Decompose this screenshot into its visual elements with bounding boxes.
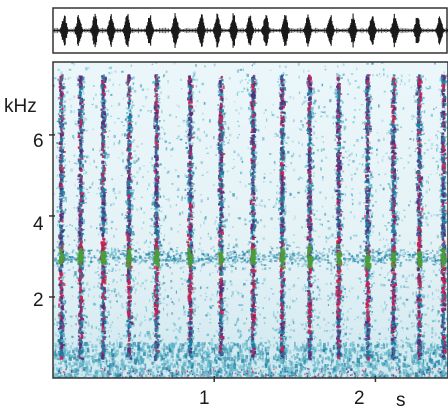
oscillogram-pulse bbox=[212, 13, 222, 48]
oscillogram-pulse bbox=[90, 13, 100, 48]
oscillogram-pulse bbox=[390, 13, 400, 48]
oscillogram-pulse bbox=[170, 13, 180, 48]
call-streak bbox=[124, 74, 136, 361]
oscillogram-pulse bbox=[412, 17, 422, 44]
x-axis-unit-label: s bbox=[396, 390, 406, 411]
oscillogram-pulse bbox=[106, 14, 116, 47]
y-tick-label-4: 4 bbox=[33, 214, 44, 235]
oscillogram-pulse bbox=[435, 16, 445, 45]
call-streak bbox=[215, 75, 228, 361]
oscillogram-pulse bbox=[303, 14, 312, 47]
call-streak bbox=[333, 74, 347, 360]
oscillogram-pulse bbox=[245, 15, 254, 46]
oscillogram-pulse bbox=[367, 16, 377, 45]
oscillogram-pulse bbox=[280, 14, 290, 47]
spectrogram-frame bbox=[52, 61, 448, 379]
oscillogram-pulse bbox=[59, 15, 69, 46]
y-tick-label-2: 2 bbox=[33, 290, 44, 311]
call-streak bbox=[74, 75, 89, 360]
y-axis-unit-label: kHz bbox=[4, 96, 37, 117]
x-tick-label-1: 1 bbox=[199, 388, 210, 409]
call-streak bbox=[304, 74, 316, 361]
spectrogram-panel bbox=[49, 61, 448, 382]
spectrogram-background bbox=[53, 62, 448, 378]
call-streak bbox=[276, 74, 290, 360]
oscillogram-pulse bbox=[145, 15, 154, 46]
oscillogram-panel bbox=[52, 7, 448, 54]
call-streak bbox=[97, 74, 111, 360]
call-streak bbox=[184, 74, 198, 358]
call-streak bbox=[55, 74, 68, 360]
oscillogram-pulse bbox=[196, 14, 206, 47]
call-streak bbox=[247, 74, 260, 361]
oscillogram-pulse bbox=[229, 13, 238, 48]
oscillogram-pulse bbox=[348, 13, 358, 48]
call-streak bbox=[362, 74, 376, 361]
call-streak bbox=[387, 74, 400, 361]
call-streak bbox=[437, 74, 448, 361]
axis-ticks bbox=[49, 134, 377, 382]
oscillogram-pulse bbox=[122, 14, 132, 47]
oscillogram-pulse bbox=[261, 15, 271, 46]
oscillogram-pulse bbox=[74, 15, 84, 46]
call-streak bbox=[414, 74, 426, 361]
call-streak bbox=[149, 74, 164, 361]
oscillogram-pulse bbox=[325, 15, 335, 46]
x-tick-label-2: 2 bbox=[354, 388, 365, 409]
y-tick-label-6: 6 bbox=[33, 131, 44, 152]
